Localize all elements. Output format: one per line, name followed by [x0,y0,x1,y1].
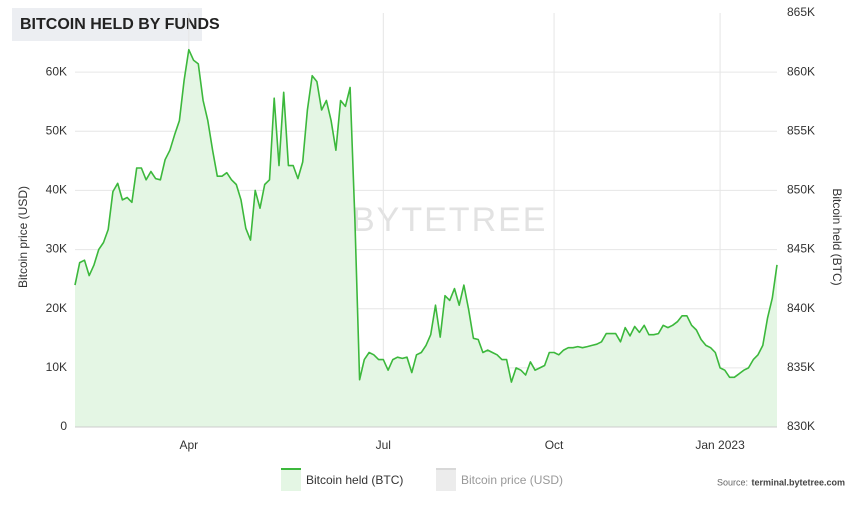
source-label: Source: [717,477,748,487]
legend-swatch [281,469,301,491]
x-tick-label: Jul [376,438,391,452]
y2-tick-label: 855K [787,123,815,137]
legend-swatch [436,469,456,491]
y2-tick-label: 835K [787,360,815,374]
y-tick-label: 50K [46,123,67,137]
watermark: BYTETREE [352,201,547,239]
y-tick-label: 60K [46,64,67,78]
y-tick-label: 10K [46,360,67,374]
line [74,48,778,383]
chart-title: BITCOIN HELD BY FUNDS [20,16,220,33]
y-tick-label: 20K [46,301,67,315]
y2-tick-label: 830K [787,419,815,433]
x-tick-label: Oct [545,438,564,452]
y2-tick-label: 840K [787,301,815,315]
title-box [12,8,202,41]
legend-label: Bitcoin held (BTC) [306,473,403,487]
y-tick-label: 40K [46,183,67,197]
y2-tick-label: 860K [787,64,815,78]
y-tick-label: 0 [60,419,67,433]
area [75,49,777,427]
y2-tick-label: 845K [787,242,815,256]
x-tick-label: Apr [179,438,198,452]
y2-tick-label: 865K [787,5,815,19]
y-axis-label: Bitcoin price (USD) [16,186,30,288]
legend-label: Bitcoin price (USD) [461,473,563,487]
source: terminal.bytetree.com [751,477,845,487]
y2-tick-label: 850K [787,183,815,197]
y2-axis-label: Bitcoin held (BTC) [830,188,844,285]
y-tick-label: 30K [46,242,67,256]
x-tick-label: Jan 2023 [695,438,745,452]
